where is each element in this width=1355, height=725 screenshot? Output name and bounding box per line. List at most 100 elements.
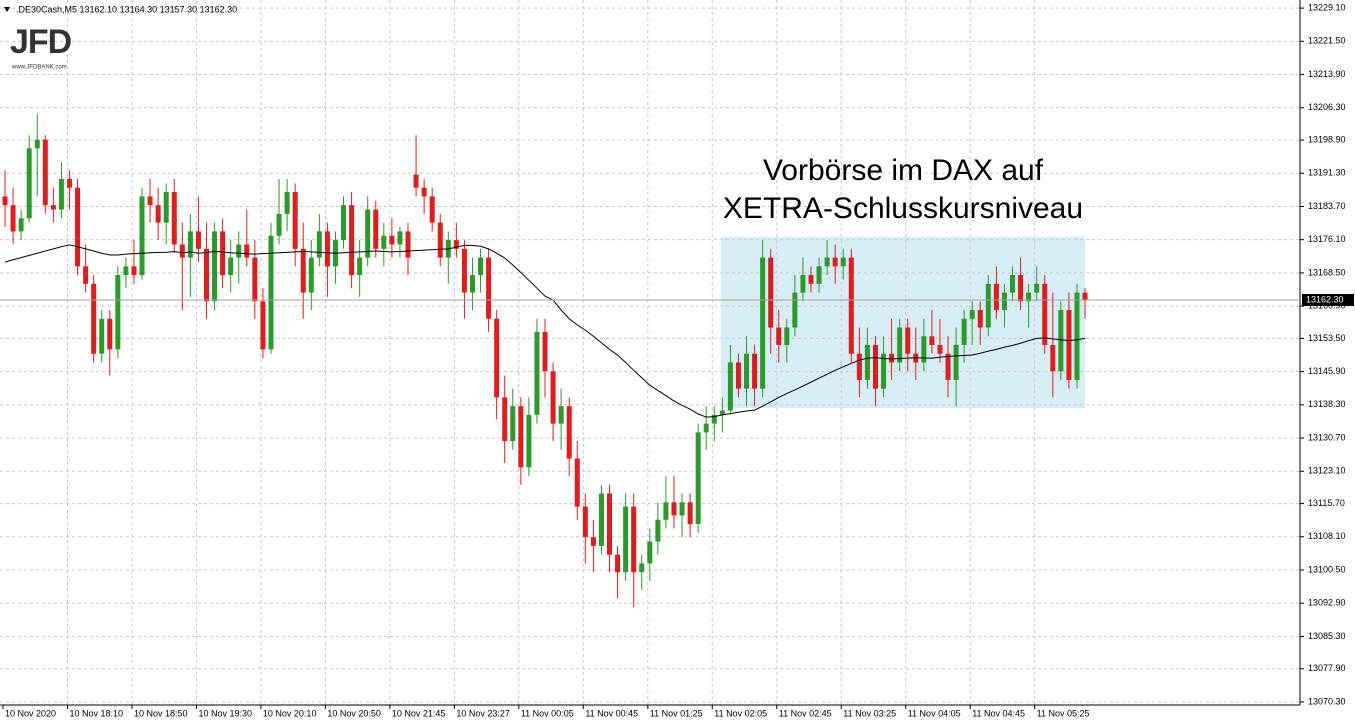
- candle-body: [453, 240, 459, 249]
- header: .DE30Cash,M5 13162.10 13164.30 13157.30 …: [16, 4, 237, 14]
- x-tick-label: 11 Nov 01:25: [650, 708, 703, 718]
- candle-body: [389, 235, 395, 245]
- grid: [0, 0, 1300, 705]
- logo-url: www.JFDBANK.com: [11, 65, 67, 71]
- x-tick-label: 10 Nov 19:30: [198, 708, 252, 718]
- annotation: XETRA-Schlusskursniveau: [723, 192, 1083, 225]
- x-tick-label: 10 Nov 23:27: [456, 708, 510, 718]
- candle-body: [228, 257, 234, 276]
- candle-body: [848, 257, 854, 354]
- candle-body: [316, 231, 322, 258]
- candle-body: [1042, 283, 1048, 345]
- x-tick-label: 11 Nov 02:05: [714, 708, 767, 718]
- y-tick-label: 13108.10: [1308, 531, 1346, 541]
- candle-body: [204, 248, 209, 302]
- candle-body: [1026, 292, 1032, 302]
- candle-body: [66, 178, 72, 188]
- candle-body: [647, 541, 653, 564]
- candle-body: [864, 344, 870, 380]
- candle-body: [760, 257, 766, 389]
- candle-body: [945, 353, 951, 380]
- candle-body: [518, 406, 524, 468]
- candle-body: [872, 344, 878, 389]
- x-tick-label: 10 Nov 18:50: [134, 708, 188, 718]
- candle-body: [792, 292, 798, 328]
- candle-body: [824, 257, 830, 267]
- candle-body: [147, 196, 153, 206]
- candle-body: [469, 275, 475, 293]
- candle-body: [639, 563, 645, 573]
- candle-body: [341, 205, 347, 241]
- y-tick-label: 13070.30: [1308, 696, 1346, 706]
- x-tick-label: 10 Nov 20:10: [263, 708, 317, 718]
- y-tick-label: 13145.90: [1308, 366, 1346, 376]
- candle-body: [365, 209, 371, 258]
- candle-body: [703, 423, 709, 433]
- candle-body: [711, 414, 717, 424]
- candle-body: [18, 218, 24, 232]
- y-tick-label: 13092.90: [1308, 598, 1346, 608]
- candle-body: [187, 231, 193, 258]
- candle-body: [461, 248, 467, 293]
- candle-body: [139, 196, 145, 276]
- logo: JFD: [10, 23, 72, 61]
- candle-body: [502, 397, 508, 442]
- candle-body: [832, 257, 838, 267]
- candle-body: [881, 353, 887, 389]
- x-tick-label: 10 Nov 20:50: [327, 708, 381, 718]
- highlight-zone: [721, 237, 1085, 408]
- candle-body: [744, 353, 750, 389]
- candle-body: [58, 178, 64, 210]
- candle-body: [308, 257, 314, 293]
- candle-body: [800, 275, 806, 293]
- y-tick-label: 13153.50: [1308, 333, 1346, 343]
- candle-body: [1010, 275, 1015, 293]
- candle-body: [1082, 292, 1088, 300]
- candle-body: [83, 266, 89, 284]
- candle-body: [574, 458, 580, 507]
- candle-body: [719, 410, 725, 415]
- y-tick-label: 13198.90: [1308, 134, 1346, 144]
- y-tick-label: 13115.70: [1308, 498, 1345, 508]
- candle-body: [1018, 275, 1024, 302]
- candle-body: [486, 257, 492, 319]
- candle-body: [115, 275, 121, 350]
- candle-body: [91, 283, 97, 354]
- candle-body: [437, 222, 443, 258]
- candle-body: [856, 353, 862, 380]
- candle-body: [615, 554, 621, 573]
- candle-body: [550, 371, 556, 424]
- candle-body: [1074, 292, 1080, 380]
- candle-body: [752, 353, 758, 389]
- candle-body: [631, 506, 637, 573]
- candle-body: [99, 318, 105, 354]
- y-tick-label: 13206.30: [1308, 102, 1346, 112]
- candle-body: [349, 205, 355, 276]
- candle-body: [566, 406, 572, 459]
- x-tick-label: 11 Nov 02:45: [779, 708, 832, 718]
- candle-body: [195, 231, 201, 249]
- candle-body: [687, 502, 693, 525]
- candle-body: [324, 231, 330, 267]
- candle-body: [292, 192, 298, 249]
- candle-body: [268, 235, 274, 350]
- candle-body: [236, 244, 242, 258]
- candle-body: [905, 327, 911, 354]
- candle-body: [590, 537, 596, 546]
- candle-body: [623, 506, 629, 573]
- moving-average: [4, 244, 1086, 418]
- candle-body: [123, 266, 129, 276]
- candle-body: [34, 139, 40, 149]
- candle-body: [969, 310, 975, 319]
- candle-body: [937, 344, 943, 354]
- candle-body: [663, 502, 669, 520]
- candle-body: [897, 327, 903, 363]
- x-tick-label: 11 Nov 00:05: [521, 708, 574, 718]
- last-price-box: [1302, 293, 1354, 306]
- y-tick-label: 13213.90: [1308, 69, 1346, 79]
- y-tick-label: 13138.30: [1308, 399, 1346, 409]
- candle-body: [921, 336, 927, 363]
- candle-body: [929, 336, 935, 345]
- menu-icon: [4, 7, 10, 12]
- candle-body: [357, 257, 363, 276]
